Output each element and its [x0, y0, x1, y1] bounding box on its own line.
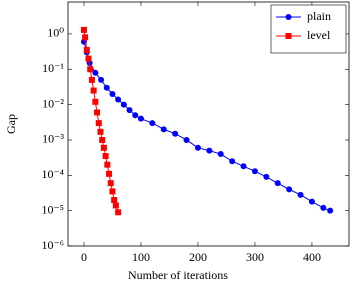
y-tick-label: 10⁻¹ [42, 61, 64, 75]
data-point [111, 197, 118, 204]
data-point [263, 173, 270, 180]
series-line [83, 41, 331, 212]
data-point [94, 109, 101, 116]
data-point [137, 115, 144, 122]
data-point [98, 76, 105, 83]
data-point [251, 168, 258, 175]
data-point [126, 107, 133, 114]
y-tick-label: 10⁰ [47, 26, 64, 40]
x-tick-label: 0 [81, 250, 87, 264]
data-point [274, 180, 281, 187]
data-point [85, 55, 92, 62]
data-point [229, 158, 236, 165]
data-point [194, 144, 201, 151]
data-point [115, 96, 122, 103]
data-point [149, 120, 156, 127]
data-point [120, 101, 127, 108]
legend-label: level [307, 28, 331, 42]
data-point [102, 153, 109, 160]
data-point [115, 209, 122, 216]
x-axis-label: Number of iterations [128, 268, 228, 282]
x-tick-label: 200 [189, 250, 207, 264]
data-point [160, 126, 167, 133]
data-point [327, 207, 334, 214]
y-tick-label: 10⁻⁴ [41, 167, 64, 181]
x-tick-label: 400 [303, 250, 321, 264]
data-point [132, 112, 139, 119]
data-point [83, 47, 90, 54]
data-point [109, 90, 116, 97]
data-point [82, 34, 89, 41]
data-point [99, 136, 106, 143]
data-point [240, 163, 247, 170]
data-point [92, 98, 99, 105]
y-tick-label: 10⁻² [42, 96, 64, 110]
data-point [217, 151, 224, 158]
data-point [95, 120, 102, 127]
data-point [100, 144, 107, 151]
data-point [88, 76, 95, 83]
data-point [183, 136, 190, 143]
data-point [112, 202, 119, 209]
data-point [106, 170, 113, 177]
y-axis-label: Gap [4, 114, 18, 134]
data-point [308, 198, 315, 205]
data-point [97, 128, 104, 135]
data-point [87, 66, 94, 73]
data-point [90, 87, 97, 94]
plot-frame [67, 1, 350, 247]
legend-marker [285, 14, 292, 20]
data-point [103, 84, 110, 91]
data-point [297, 191, 304, 198]
legend-label: plain [307, 9, 331, 23]
data-point [320, 204, 327, 211]
data-point [172, 130, 179, 137]
legend-box [270, 4, 347, 54]
y-tick-label: 10⁻⁶ [41, 238, 64, 252]
data-point [107, 180, 114, 187]
data-point [80, 26, 87, 33]
data-point [109, 188, 116, 195]
data-point [286, 186, 293, 193]
y-tick-label: 10⁻⁵ [41, 202, 64, 216]
data-point [104, 161, 111, 168]
legend-marker [285, 33, 292, 39]
x-tick-label: 300 [246, 250, 264, 264]
y-tick-label: 10⁻³ [42, 132, 64, 146]
data-point [206, 147, 213, 154]
data-point [92, 69, 99, 76]
x-tick-label: 100 [132, 250, 150, 264]
